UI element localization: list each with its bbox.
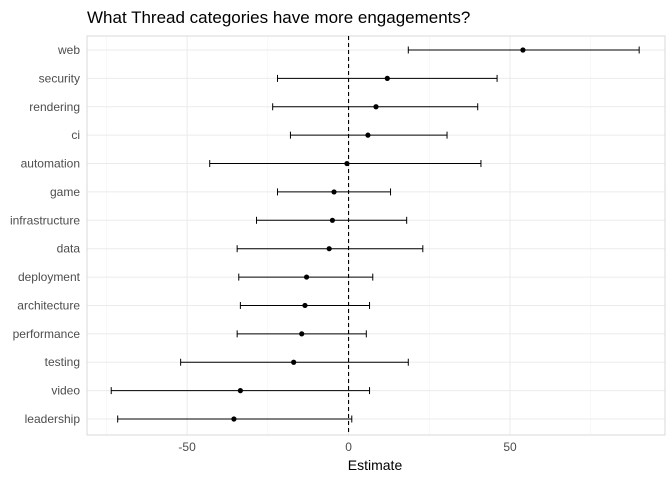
estimate-point-testing	[291, 359, 297, 365]
y-tick-label-leadership: leadership	[25, 412, 81, 426]
estimate-points	[231, 47, 526, 422]
chart-title: What Thread categories have more engagem…	[87, 8, 470, 27]
y-tick-label-web: web	[57, 43, 80, 57]
estimate-point-game	[331, 189, 337, 195]
y-tick-label-video: video	[51, 384, 80, 398]
estimate-point-deployment	[303, 274, 310, 280]
y-tick-label-security: security	[39, 71, 80, 85]
estimate-point-infrastructure	[329, 217, 336, 223]
y-tick-label-rendering: rendering	[29, 100, 80, 114]
estimate-point-video	[237, 388, 243, 394]
estimate-point-security	[384, 75, 390, 81]
estimate-point-performance	[299, 331, 305, 337]
x-axis-title: Estimate	[348, 457, 403, 473]
x-tick-label: -50	[178, 440, 196, 454]
estimate-point-web	[520, 47, 526, 53]
estimate-point-leadership	[231, 416, 237, 422]
y-tick-label-infrastructure: infrastructure	[10, 213, 80, 227]
error-bars	[110, 46, 640, 423]
estimate-point-automation	[344, 160, 350, 167]
y-tick-label-deployment: deployment	[18, 270, 81, 284]
plot-panel	[86, 35, 666, 436]
estimate-point-architecture	[302, 302, 308, 309]
y-tick-label-game: game	[50, 185, 80, 199]
x-axis-tick-labels: -50 0 50	[178, 440, 517, 454]
y-axis-tick-labels: web security rendering ci automation game infr…	[10, 43, 81, 426]
y-tick-label-data: data	[57, 242, 81, 256]
estimate-point-ci	[365, 132, 371, 138]
x-tick-label: 0	[345, 440, 352, 454]
estimate-point-rendering	[373, 104, 379, 110]
estimate-point-data	[326, 246, 332, 252]
y-tick-label-ci: ci	[71, 128, 80, 142]
x-tick-label: 50	[503, 440, 517, 454]
y-tick-label-architecture: architecture	[17, 298, 80, 312]
y-tick-label-testing: testing	[45, 355, 80, 369]
y-tick-label-performance: performance	[13, 327, 81, 341]
grid	[87, 36, 665, 435]
y-tick-label-automation: automation	[21, 157, 80, 171]
